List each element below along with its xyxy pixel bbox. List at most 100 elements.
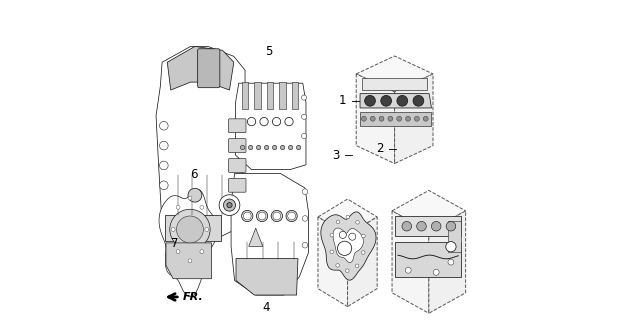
Circle shape [405, 267, 411, 273]
Circle shape [160, 122, 168, 130]
Text: 4: 4 [263, 301, 270, 314]
Circle shape [362, 234, 365, 238]
FancyBboxPatch shape [228, 158, 246, 172]
Circle shape [413, 95, 424, 106]
Polygon shape [347, 217, 377, 307]
FancyBboxPatch shape [228, 139, 246, 153]
Circle shape [339, 231, 346, 238]
Circle shape [302, 189, 308, 195]
Circle shape [273, 212, 280, 220]
Circle shape [272, 145, 277, 150]
Circle shape [176, 250, 180, 253]
Circle shape [346, 215, 349, 219]
Circle shape [257, 210, 268, 222]
Circle shape [330, 233, 334, 237]
Circle shape [349, 233, 356, 240]
Circle shape [406, 116, 411, 121]
Bar [242, 82, 249, 109]
Polygon shape [318, 217, 347, 307]
Circle shape [160, 141, 168, 150]
Circle shape [423, 116, 428, 121]
Circle shape [361, 116, 366, 121]
Polygon shape [333, 228, 363, 263]
Circle shape [337, 241, 352, 255]
Bar [254, 82, 261, 109]
Polygon shape [429, 211, 466, 313]
Circle shape [302, 114, 307, 119]
Circle shape [200, 250, 203, 253]
Circle shape [188, 188, 202, 202]
Circle shape [257, 145, 261, 150]
Text: 2: 2 [376, 142, 383, 155]
Circle shape [272, 117, 280, 126]
Circle shape [446, 221, 456, 231]
Circle shape [205, 228, 208, 231]
Polygon shape [236, 259, 298, 295]
Circle shape [188, 196, 192, 200]
Circle shape [289, 145, 293, 150]
Circle shape [260, 117, 268, 126]
Circle shape [188, 259, 192, 263]
Bar [292, 82, 298, 109]
Circle shape [172, 228, 175, 231]
Polygon shape [156, 46, 245, 241]
Circle shape [240, 145, 245, 150]
Polygon shape [392, 211, 429, 313]
Polygon shape [166, 243, 212, 279]
Circle shape [402, 221, 411, 231]
Bar [267, 82, 274, 109]
Circle shape [370, 116, 375, 121]
Circle shape [356, 220, 359, 224]
Circle shape [227, 203, 232, 208]
Circle shape [296, 145, 301, 150]
Polygon shape [356, 56, 433, 92]
Polygon shape [318, 199, 377, 235]
Circle shape [288, 212, 295, 220]
Circle shape [258, 212, 266, 220]
Text: 5: 5 [265, 45, 272, 58]
Text: FR.: FR. [182, 292, 203, 302]
Circle shape [433, 269, 439, 275]
Circle shape [302, 242, 308, 248]
Circle shape [280, 145, 285, 150]
Circle shape [448, 259, 454, 265]
Circle shape [365, 95, 376, 106]
Polygon shape [159, 189, 218, 297]
Circle shape [414, 116, 419, 121]
Circle shape [361, 251, 365, 254]
Circle shape [244, 212, 251, 220]
Circle shape [170, 209, 210, 250]
Circle shape [177, 216, 203, 243]
Circle shape [397, 95, 408, 106]
Circle shape [160, 181, 168, 189]
Circle shape [356, 264, 359, 268]
Polygon shape [395, 242, 461, 277]
Circle shape [346, 269, 349, 273]
Polygon shape [235, 83, 306, 170]
Polygon shape [165, 215, 221, 241]
Text: 6: 6 [190, 168, 198, 181]
Circle shape [431, 221, 441, 231]
Circle shape [379, 116, 384, 121]
FancyBboxPatch shape [228, 178, 246, 192]
Circle shape [264, 145, 269, 150]
Polygon shape [249, 228, 263, 246]
Text: 1: 1 [339, 94, 347, 107]
Circle shape [160, 161, 168, 170]
Polygon shape [362, 78, 427, 90]
Circle shape [302, 133, 307, 139]
Polygon shape [395, 216, 461, 236]
Polygon shape [231, 173, 309, 295]
FancyBboxPatch shape [198, 49, 220, 88]
Text: 7: 7 [171, 237, 178, 250]
Circle shape [249, 145, 253, 150]
Circle shape [176, 205, 180, 209]
Circle shape [286, 210, 297, 222]
Circle shape [330, 250, 334, 253]
Circle shape [388, 116, 393, 121]
Circle shape [336, 220, 340, 224]
Circle shape [302, 216, 308, 221]
Circle shape [302, 95, 307, 100]
FancyBboxPatch shape [228, 119, 246, 133]
Circle shape [247, 117, 255, 126]
